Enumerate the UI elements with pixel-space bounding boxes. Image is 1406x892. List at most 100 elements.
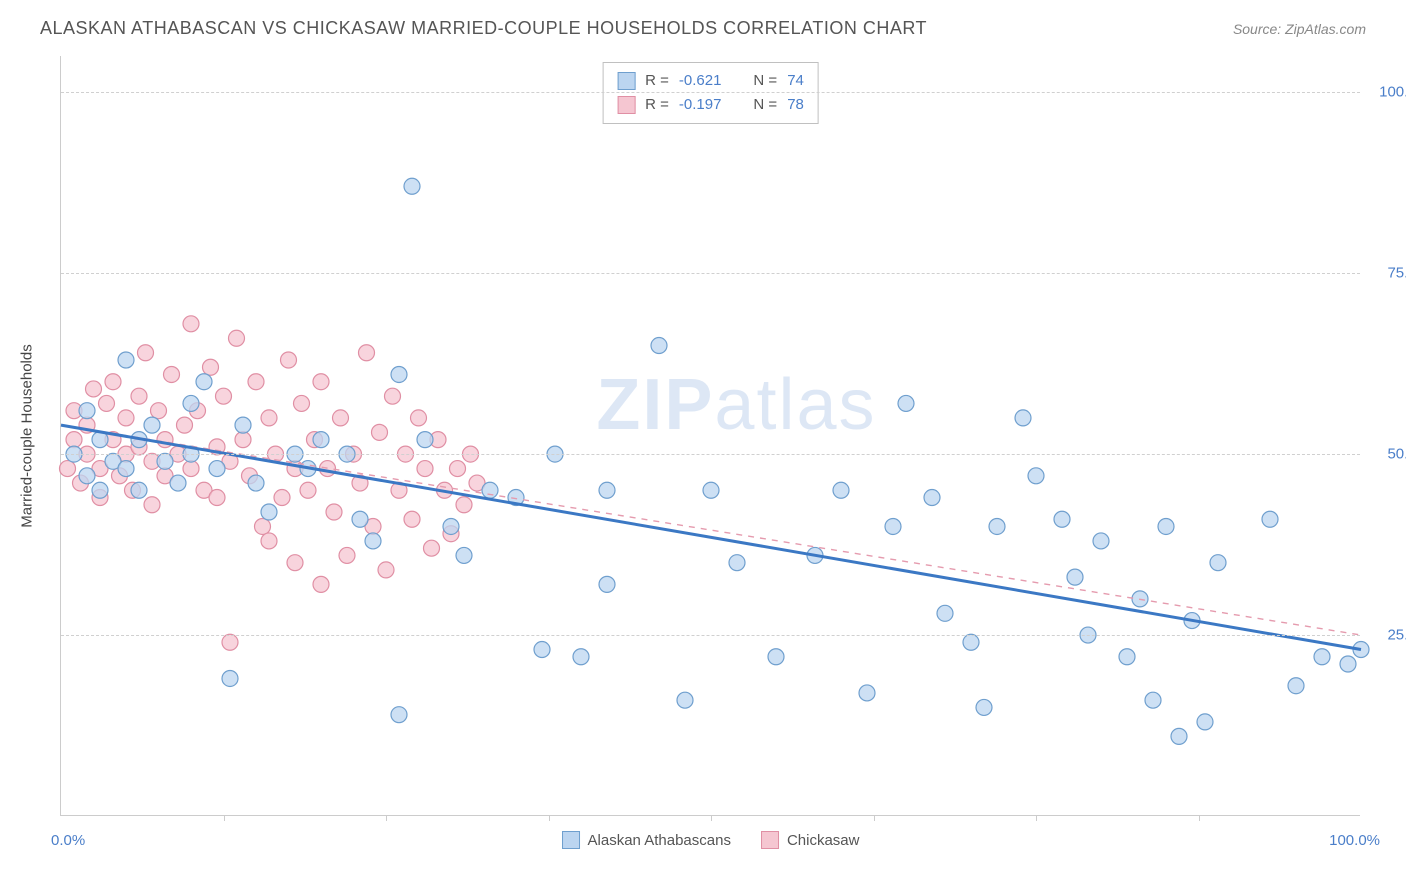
data-point: [1262, 511, 1278, 527]
data-point: [255, 518, 271, 534]
data-point: [209, 461, 225, 477]
data-point: [118, 410, 134, 426]
data-point: [450, 461, 466, 477]
data-point: [898, 395, 914, 411]
legend-bottom-item: Alaskan Athabascans: [562, 831, 731, 849]
data-point: [235, 417, 251, 433]
data-point: [573, 649, 589, 665]
data-point: [404, 511, 420, 527]
legend-r-value: -0.621: [679, 69, 722, 93]
data-point: [677, 692, 693, 708]
legend-r-label: R =: [645, 69, 669, 93]
data-point: [1119, 649, 1135, 665]
data-point: [768, 649, 784, 665]
data-point: [1288, 678, 1304, 694]
y-tick-label: 50.0%: [1370, 446, 1406, 463]
data-point: [729, 555, 745, 571]
data-point: [229, 330, 245, 346]
data-point: [294, 395, 310, 411]
source-label: Source: ZipAtlas.com: [1233, 21, 1366, 37]
data-point: [86, 381, 102, 397]
data-point: [833, 482, 849, 498]
legend-n-value: 74: [787, 69, 804, 93]
data-point: [164, 366, 180, 382]
data-point: [131, 388, 147, 404]
data-point: [411, 410, 427, 426]
legend-bottom-label: Chickasaw: [787, 832, 860, 849]
x-axis-min-label: 0.0%: [51, 832, 85, 849]
data-point: [599, 576, 615, 592]
data-point: [79, 403, 95, 419]
data-point: [222, 670, 238, 686]
x-tick-mark: [1199, 815, 1200, 821]
data-point: [99, 395, 115, 411]
data-point: [131, 482, 147, 498]
data-point: [79, 468, 95, 484]
x-tick-mark: [224, 815, 225, 821]
data-point: [157, 453, 173, 469]
data-point: [235, 432, 251, 448]
data-point: [105, 374, 121, 390]
data-point: [859, 685, 875, 701]
data-point: [313, 576, 329, 592]
data-point: [976, 699, 992, 715]
data-point: [365, 533, 381, 549]
data-point: [274, 490, 290, 506]
data-point: [1340, 656, 1356, 672]
data-point: [703, 482, 719, 498]
plot-area: Married-couple Households ZIPatlas R = -…: [60, 56, 1360, 816]
y-tick-label: 100.0%: [1370, 84, 1406, 101]
data-point: [151, 403, 167, 419]
x-tick-mark: [711, 815, 712, 821]
data-point: [1158, 518, 1174, 534]
data-point: [1314, 649, 1330, 665]
data-point: [170, 475, 186, 491]
legend-n-label: N =: [753, 93, 777, 117]
y-tick-label: 75.0%: [1370, 265, 1406, 282]
data-point: [359, 345, 375, 361]
chart-title: ALASKAN ATHABASCAN VS CHICKASAW MARRIED-…: [40, 18, 927, 39]
legend-swatch: [761, 831, 779, 849]
data-point: [300, 482, 316, 498]
y-axis-label: Married-couple Households: [19, 344, 36, 527]
y-tick-label: 25.0%: [1370, 627, 1406, 644]
data-point: [183, 395, 199, 411]
data-point: [534, 642, 550, 658]
legend-n-value: 78: [787, 93, 804, 117]
data-point: [261, 504, 277, 520]
data-point: [417, 432, 433, 448]
data-point: [391, 366, 407, 382]
trend-line: [61, 425, 1361, 649]
x-tick-mark: [386, 815, 387, 821]
data-point: [1210, 555, 1226, 571]
legend-r-label: R =: [645, 93, 669, 117]
x-tick-mark: [549, 815, 550, 821]
data-point: [144, 417, 160, 433]
chart-container: ALASKAN ATHABASCAN VS CHICKASAW MARRIED-…: [0, 0, 1406, 892]
legend-top-row: R = -0.621 N = 74: [617, 69, 804, 93]
data-point: [1093, 533, 1109, 549]
legend-r-value: -0.197: [679, 93, 722, 117]
data-point: [138, 345, 154, 361]
data-point: [333, 410, 349, 426]
data-point: [1054, 511, 1070, 527]
data-point: [216, 388, 232, 404]
legend-bottom-label: Alaskan Athabascans: [588, 832, 731, 849]
data-point: [209, 490, 225, 506]
data-point: [456, 547, 472, 563]
legend-top-row: R = -0.197 N = 78: [617, 93, 804, 117]
data-point: [1028, 468, 1044, 484]
data-point: [372, 424, 388, 440]
data-point: [92, 482, 108, 498]
data-point: [177, 417, 193, 433]
data-point: [391, 707, 407, 723]
data-point: [248, 475, 264, 491]
data-point: [963, 634, 979, 650]
legend-swatch: [617, 96, 635, 114]
data-point: [1067, 569, 1083, 585]
data-point: [66, 432, 82, 448]
legend-swatch: [562, 831, 580, 849]
data-point: [118, 352, 134, 368]
data-point: [287, 555, 303, 571]
data-point: [1197, 714, 1213, 730]
